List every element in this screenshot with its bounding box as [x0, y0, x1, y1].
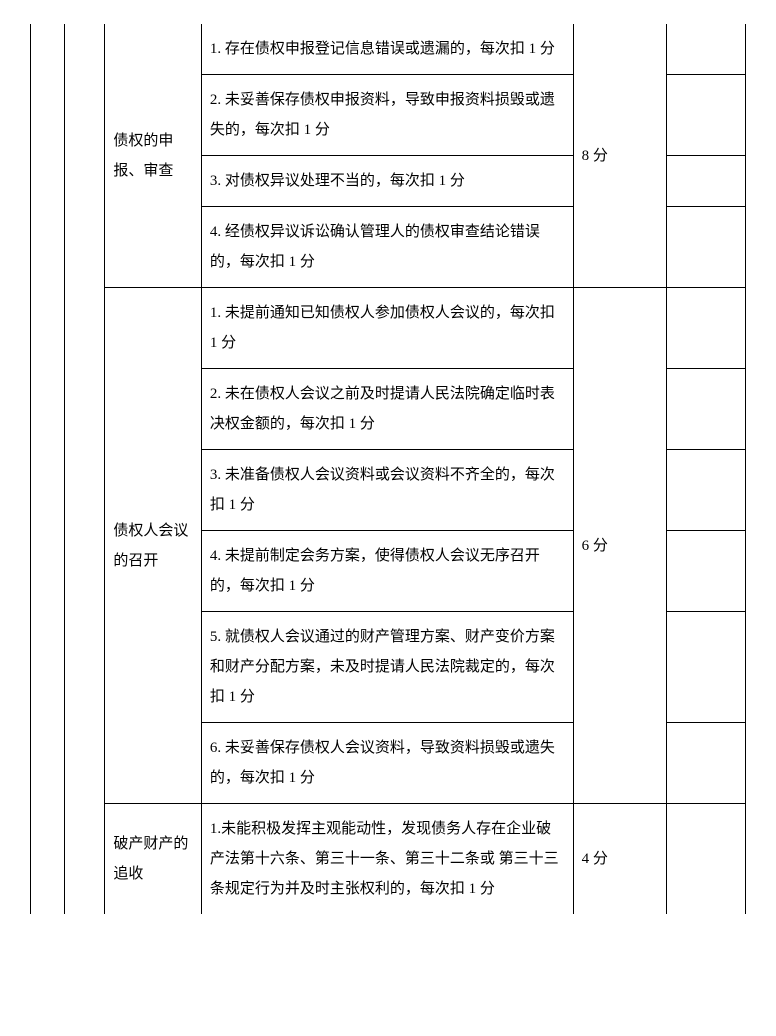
item-desc: 2. 未妥善保存债权申报资料，导致申报资料损毁或遗失的，每次扣 1 分	[201, 75, 573, 156]
tail-cell	[666, 288, 745, 369]
tail-cell	[666, 804, 745, 915]
tail-cell	[666, 612, 745, 723]
tail-cell	[666, 450, 745, 531]
tail-cell	[666, 723, 745, 804]
blank-col-b	[65, 24, 105, 914]
item-desc: 1. 未提前通知已知债权人参加债权人会议的，每次扣 1 分	[201, 288, 573, 369]
score-cell: 8 分	[573, 24, 666, 288]
score-cell: 4 分	[573, 804, 666, 915]
category-label: 债权人会议的召开	[105, 288, 202, 804]
item-desc: 3. 未准备债权人会议资料或会议资料不齐全的，每次扣 1 分	[201, 450, 573, 531]
blank-col-a	[31, 24, 65, 914]
tail-cell	[666, 207, 745, 288]
score-cell: 6 分	[573, 288, 666, 804]
item-desc: 1. 存在债权申报登记信息错误或遗漏的，每次扣 1 分	[201, 24, 573, 75]
scoring-table: 债权的申报、审查 1. 存在债权申报登记信息错误或遗漏的，每次扣 1 分 8 分…	[30, 24, 746, 914]
item-desc: 5. 就债权人会议通过的财产管理方案、财产变价方案和财产分配方案，未及时提请人民…	[201, 612, 573, 723]
item-desc: 6. 未妥善保存债权人会议资料，导致资料损毁或遗失的，每次扣 1 分	[201, 723, 573, 804]
tail-cell	[666, 75, 745, 156]
item-desc: 1.未能积极发挥主观能动性，发现债务人存在企业破产法第十六条、第三十一条、第三十…	[201, 804, 573, 915]
item-desc: 4. 经债权异议诉讼确认管理人的债权审查结论错误的，每次扣 1 分	[201, 207, 573, 288]
tail-cell	[666, 531, 745, 612]
tail-cell	[666, 369, 745, 450]
item-desc: 3. 对债权异议处理不当的，每次扣 1 分	[201, 156, 573, 207]
category-label: 破产财产的追收	[105, 804, 202, 915]
tail-cell	[666, 24, 745, 75]
tail-cell	[666, 156, 745, 207]
item-desc: 2. 未在债权人会议之前及时提请人民法院确定临时表决权金额的，每次扣 1 分	[201, 369, 573, 450]
category-label: 债权的申报、审查	[105, 24, 202, 288]
item-desc: 4. 未提前制定会务方案，使得债权人会议无序召开的，每次扣 1 分	[201, 531, 573, 612]
